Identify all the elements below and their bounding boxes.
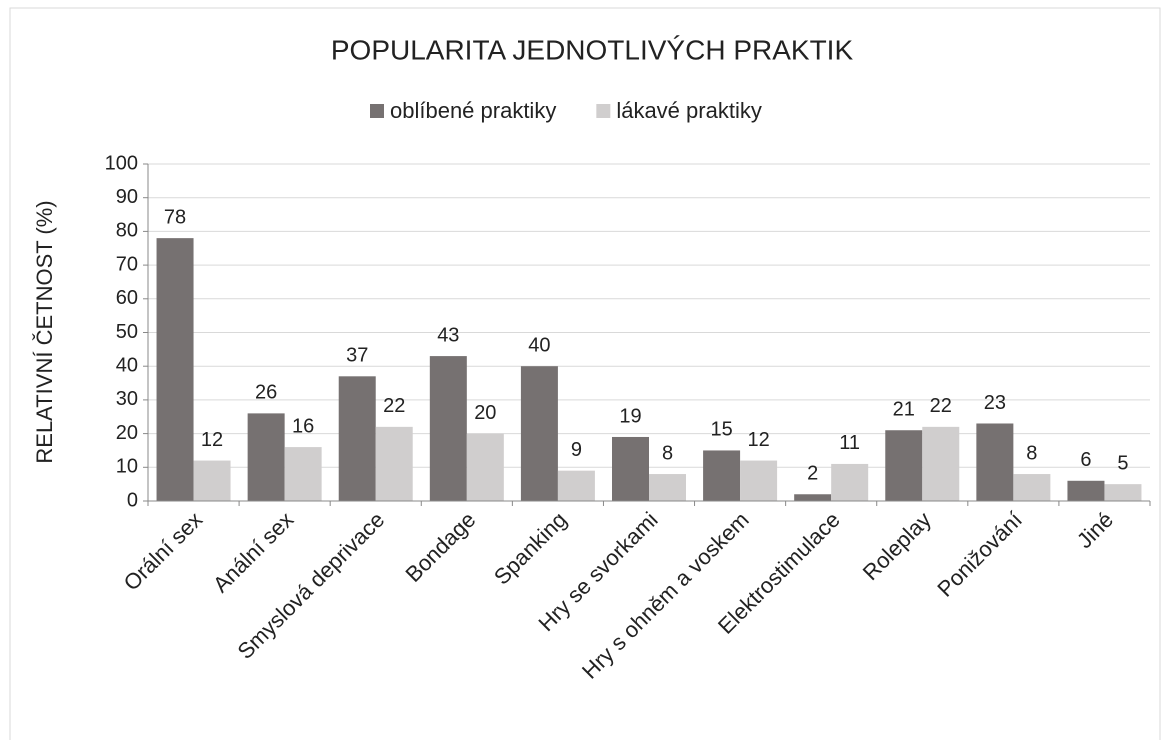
value-label: 22 xyxy=(930,395,952,417)
value-label: 12 xyxy=(201,429,223,451)
chart-title: POPULARITA JEDNOTLIVÝCH PRAKTIK xyxy=(331,34,854,65)
value-label: 8 xyxy=(1026,442,1037,464)
value-label: 26 xyxy=(255,382,277,404)
y-tick-label: 50 xyxy=(116,321,138,343)
legend-label: lákavé praktiky xyxy=(616,98,762,123)
bar xyxy=(794,494,832,501)
value-label: 21 xyxy=(893,399,915,421)
value-label: 5 xyxy=(1117,452,1128,474)
x-tick-label: Bondage xyxy=(400,507,480,587)
y-tick-label: 10 xyxy=(116,456,138,478)
bar xyxy=(193,460,231,501)
value-label: 19 xyxy=(619,405,641,427)
value-label: 6 xyxy=(1080,449,1091,471)
value-label: 40 xyxy=(528,334,550,356)
bar xyxy=(1013,474,1051,501)
value-label: 37 xyxy=(346,345,368,367)
bar xyxy=(1067,480,1105,501)
y-tick-label: 60 xyxy=(116,287,138,309)
y-tick-label: 70 xyxy=(116,253,138,275)
y-tick-label: 90 xyxy=(116,186,138,208)
bar xyxy=(612,436,649,501)
value-label: 12 xyxy=(747,429,769,451)
x-tick-label: Hry s ohněm a voskem xyxy=(577,507,754,684)
y-tick-label: 80 xyxy=(116,220,138,242)
bar xyxy=(740,460,778,501)
x-tick-label: Spanking xyxy=(489,507,572,590)
value-label: 8 xyxy=(662,442,673,464)
value-label: 43 xyxy=(437,324,459,346)
value-label: 16 xyxy=(292,415,314,437)
x-tick-label: Roleplay xyxy=(858,507,936,585)
bar xyxy=(284,447,322,501)
value-label: 11 xyxy=(839,432,860,454)
value-label: 22 xyxy=(383,395,405,417)
chart-border xyxy=(9,7,1161,740)
value-label: 78 xyxy=(164,206,186,228)
bar xyxy=(247,413,285,501)
value-label: 15 xyxy=(710,419,732,441)
x-tick-label: Jiné xyxy=(1072,507,1118,553)
bar xyxy=(156,238,194,501)
bar xyxy=(885,430,923,501)
bar xyxy=(375,426,413,501)
bar xyxy=(976,423,1014,501)
bar xyxy=(831,463,869,501)
bar xyxy=(429,356,467,501)
bar xyxy=(338,376,376,501)
legend-swatch xyxy=(370,104,384,118)
y-tick-label: 30 xyxy=(116,388,138,410)
x-tick-label: Anální sex xyxy=(208,507,298,597)
y-tick-label: 100 xyxy=(105,152,138,174)
bar xyxy=(649,474,686,501)
value-label: 23 xyxy=(984,392,1006,414)
value-label: 9 xyxy=(571,439,582,461)
bar xyxy=(520,366,558,501)
y-tick-label: 40 xyxy=(116,354,138,376)
bar xyxy=(1104,484,1142,501)
x-tick-label: Orální sex xyxy=(119,507,208,596)
bar xyxy=(922,426,960,501)
legend-label: oblíbené praktiky xyxy=(390,98,556,123)
value-label: 2 xyxy=(807,463,818,485)
bar xyxy=(466,433,504,501)
bar xyxy=(557,470,595,501)
legend-swatch xyxy=(596,104,611,118)
y-tick-label: 20 xyxy=(116,422,138,444)
y-tick-label: 0 xyxy=(127,489,138,511)
x-tick-label: Ponižování xyxy=(932,507,1027,602)
y-axis-label: RELATIVNÍ ČETNOST (%) xyxy=(32,200,57,463)
value-label: 20 xyxy=(474,402,496,424)
bar xyxy=(703,450,741,501)
